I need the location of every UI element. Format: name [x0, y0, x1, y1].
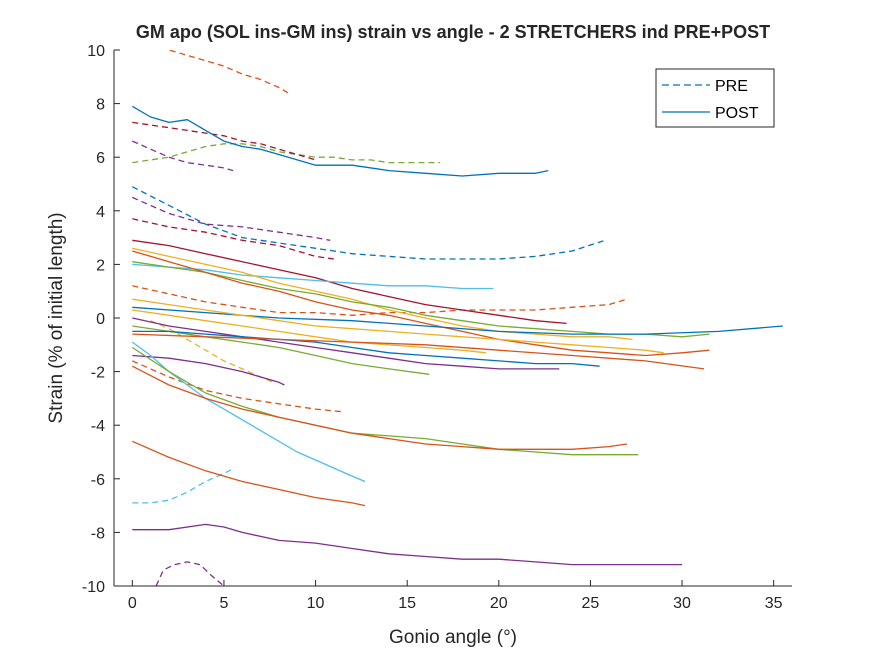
series-line-15 — [132, 247, 633, 341]
y-tick-label: -2 — [91, 365, 105, 382]
series-line-30 — [132, 523, 683, 566]
x-tick-label: 10 — [307, 595, 325, 612]
y-tick-label: 8 — [96, 97, 105, 114]
series-line-14 — [132, 263, 494, 290]
series-line-0 — [166, 50, 289, 94]
series-line-12 — [131, 105, 549, 177]
series-line-26 — [131, 341, 366, 483]
series-line-6 — [132, 218, 334, 260]
series-line-25 — [132, 354, 285, 386]
y-tick-label: 0 — [96, 311, 105, 328]
x-tick-label: 0 — [128, 595, 137, 612]
series-line-29 — [132, 440, 366, 507]
series-line-21 — [132, 309, 487, 354]
series-line-20 — [132, 317, 560, 370]
series-line-27 — [131, 346, 639, 456]
y-tick-label: 4 — [96, 204, 105, 221]
series-line-28 — [132, 365, 628, 450]
legend-pre-label: PRE — [715, 78, 748, 95]
y-tick-label: 6 — [96, 150, 105, 167]
series-line-23 — [132, 330, 600, 367]
series-line-22 — [132, 325, 430, 375]
legend-box — [655, 68, 775, 128]
axes: 0 5 10 15 20 25 30 35 -10 -8 -6 -4 -2 0 2 4 6 8 10 — [82, 43, 792, 612]
series-line-9 — [150, 320, 274, 383]
x-tick-label: 15 — [398, 595, 416, 612]
y-tick-label: 10 — [87, 43, 105, 60]
x-tick-label: 30 — [673, 595, 691, 612]
x-axis-label: Gonio angle (°) — [389, 627, 517, 648]
series-line-17 — [132, 250, 710, 357]
series-line-3 — [132, 121, 316, 161]
x-tick-label: 20 — [490, 595, 508, 612]
series-line-24 — [132, 333, 705, 370]
chart-title: GM apo (SOL ins-GM ins) strain vs angle … — [136, 22, 770, 42]
x-tick-label: 35 — [765, 595, 783, 612]
legend-post-label: POST — [715, 105, 759, 122]
y-tick-label: -10 — [82, 579, 105, 596]
y-axis-label: Strain (% of initial length) — [46, 212, 67, 423]
series-line-10 — [132, 360, 344, 413]
series-line-13 — [132, 239, 567, 325]
y-tick-label: -6 — [91, 472, 105, 489]
y-tick-label: -4 — [91, 418, 105, 435]
legend: PRE POST — [655, 68, 775, 128]
x-tick-label: 25 — [582, 595, 600, 612]
series-line-8 — [132, 467, 236, 504]
series-layer — [131, 50, 783, 586]
series-line-2 — [132, 140, 234, 172]
series-line-19 — [132, 298, 664, 354]
series-line-5 — [132, 196, 331, 241]
series-line-7 — [132, 285, 628, 316]
y-tick-label: 2 — [96, 257, 105, 274]
series-line-1 — [132, 143, 441, 164]
series-line-4 — [132, 186, 606, 260]
y-tick-label: -8 — [91, 525, 105, 542]
series-line-11 — [155, 561, 225, 586]
x-tick-label: 5 — [219, 595, 228, 612]
